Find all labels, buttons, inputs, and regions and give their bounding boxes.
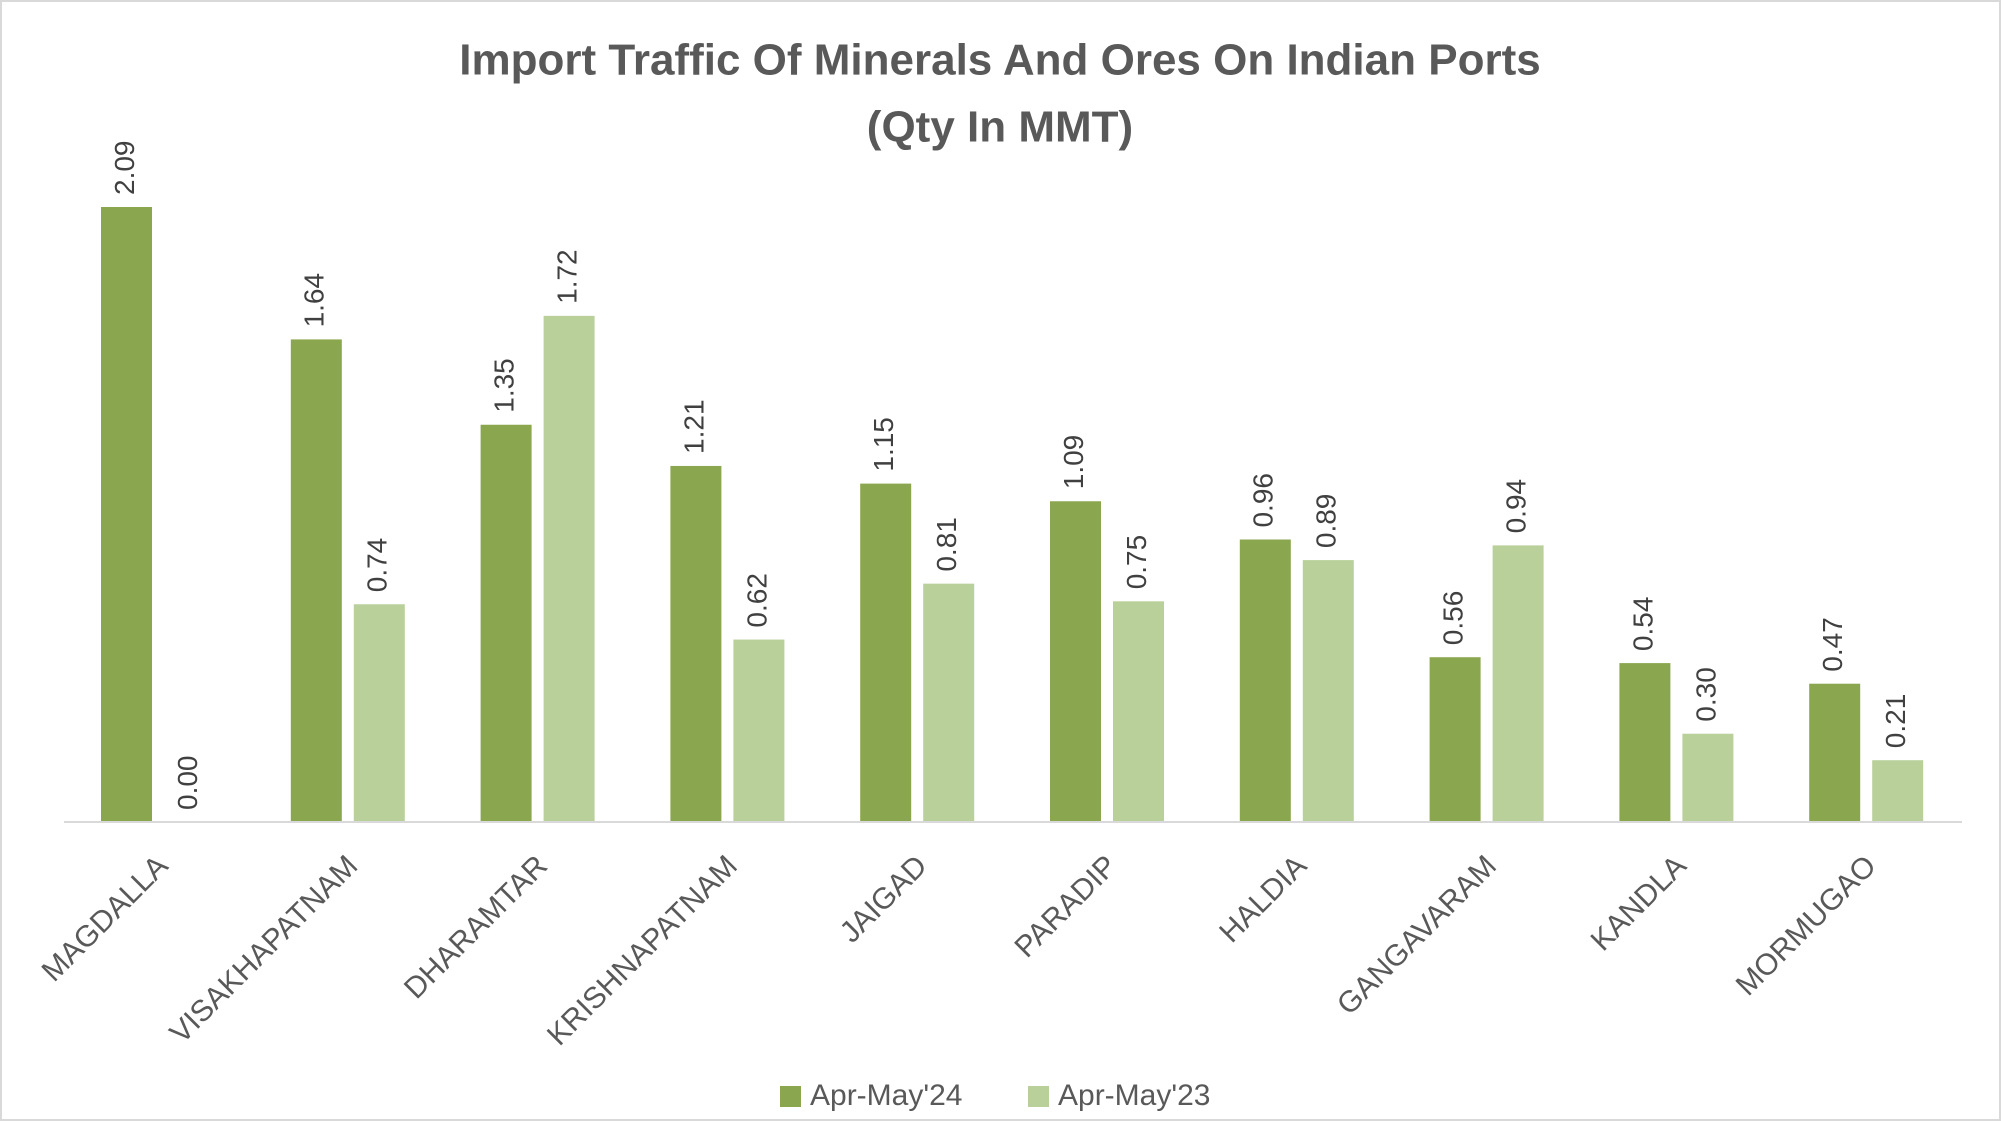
legend-swatch [780,1086,801,1107]
value-label: 0.30 [1690,667,1721,722]
value-label: 1.72 [551,249,582,304]
legend-swatch [1028,1086,1049,1107]
bar [1239,539,1291,822]
bar [1619,663,1671,822]
value-label: 1.21 [678,399,709,454]
bar [480,424,532,822]
value-label: 0.56 [1437,591,1468,646]
bar [290,339,342,822]
bar [1050,501,1101,822]
value-label: 0.21 [1880,694,1911,749]
value-label: 0.89 [1311,494,1342,549]
value-label: 0.47 [1817,617,1848,672]
bar [543,315,595,822]
value-label: 0.75 [1121,535,1152,590]
bar [101,207,152,822]
bar [1113,601,1164,822]
bar [1872,760,1924,822]
value-label: 1.35 [488,358,519,412]
chart-subtitle: (Qty In MMT) [867,103,1133,152]
legend-label: Apr-May'24 [810,1079,962,1112]
value-label: 0.96 [1248,473,1279,528]
bar [860,483,912,822]
value-label: 1.09 [1058,435,1089,490]
bar [1302,560,1354,822]
value-label: 1.15 [868,417,899,472]
value-label: 0.74 [362,538,393,593]
bar [1492,545,1544,822]
bar [1682,733,1734,822]
value-label: 0.62 [741,573,772,628]
bar [353,604,405,822]
bar [733,639,785,822]
value-label: 0.94 [1500,479,1531,534]
value-label: 2.09 [109,141,140,196]
bar [923,583,975,822]
bar [1809,683,1861,822]
bar [670,465,722,822]
bar [1429,657,1481,822]
value-label: 0.81 [931,517,962,572]
value-label: 0.54 [1627,597,1658,652]
value-label: 0.00 [172,756,203,811]
value-label: 1.64 [299,273,330,328]
legend-label: Apr-May'23 [1058,1079,1210,1112]
chart-title: Import Traffic Of Minerals And Ores On I… [459,36,1540,85]
